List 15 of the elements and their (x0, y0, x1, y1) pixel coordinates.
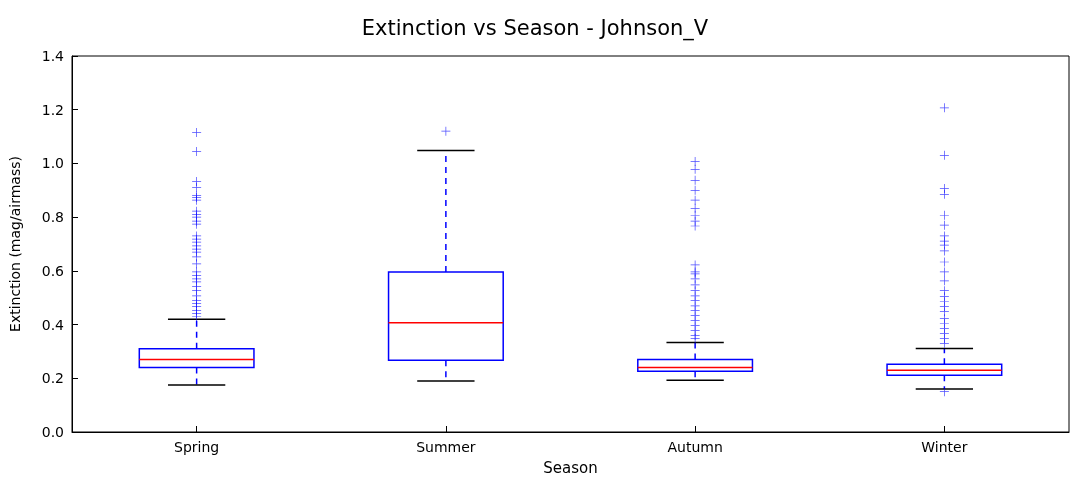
y-tick-label: 0.8 (41, 209, 64, 226)
x-tick-label: Winter (921, 439, 968, 455)
x-tick-label: Autumn (667, 439, 723, 455)
y-tick-label: 0.6 (41, 262, 65, 279)
x-axis-title: Season (543, 458, 598, 477)
y-tick-label: 1.0 (41, 155, 64, 172)
y-tick-label: 0.0 (41, 424, 64, 440)
y-tick-label: 0.2 (41, 370, 64, 387)
y-tick-label: 1.2 (41, 101, 64, 118)
y-axis-title: Extinction (mag/airmass) (7, 156, 23, 332)
x-tick-label: Summer (416, 439, 476, 455)
chart-title: Extinction vs Season - Johnson_V (361, 15, 709, 41)
y-tick-label: 1.4 (41, 48, 65, 64)
y-tick-label: 0.4 (41, 316, 65, 333)
x-tick-label: Spring (174, 439, 220, 455)
